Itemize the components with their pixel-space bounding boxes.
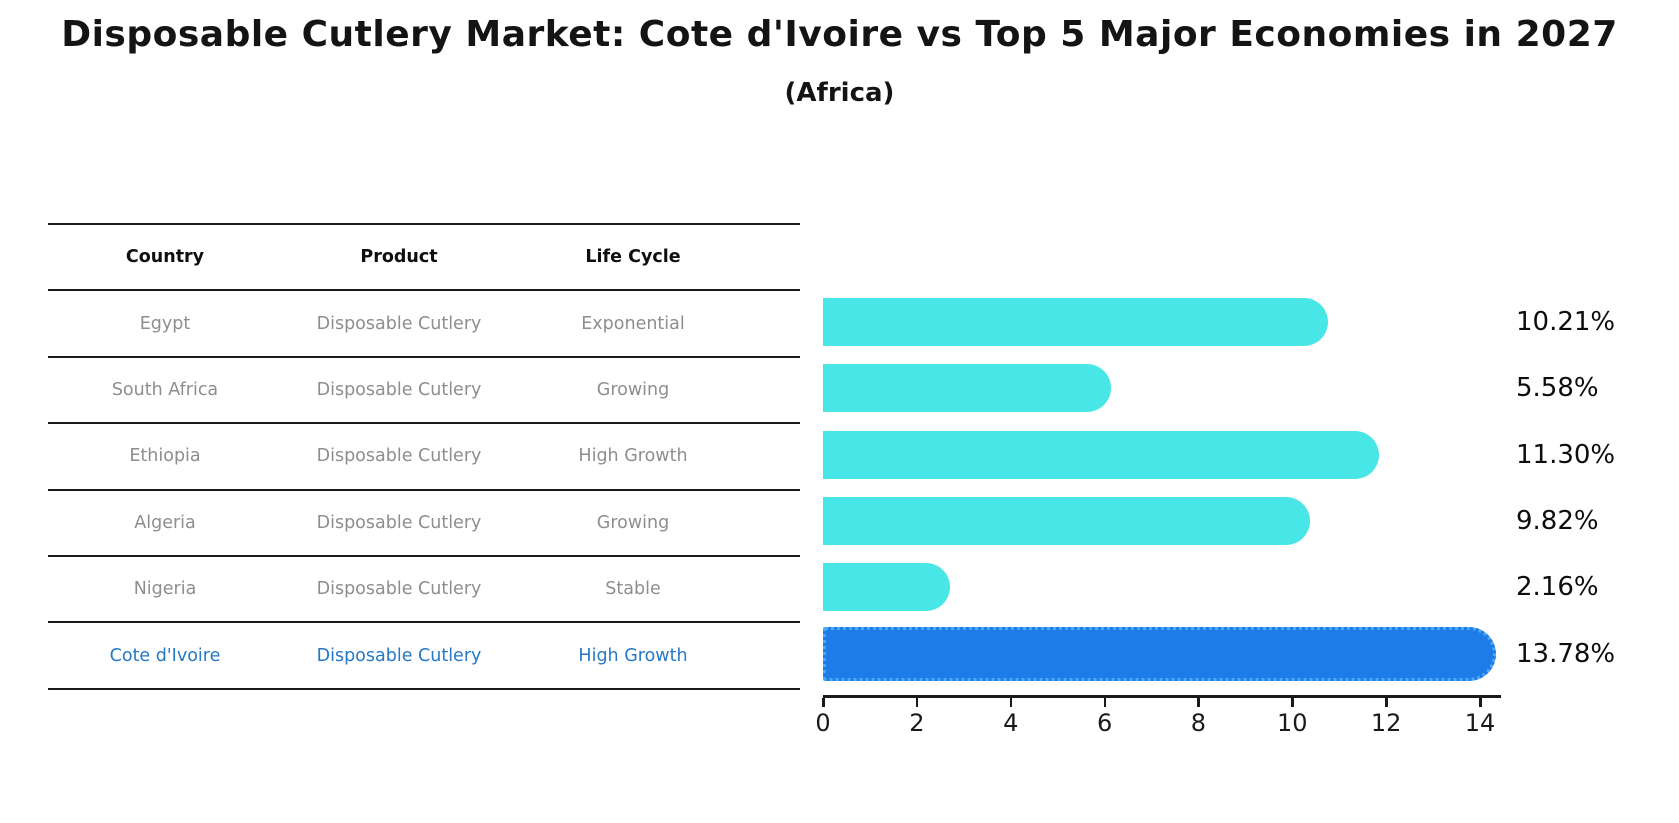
product-cell: Disposable Cutlery xyxy=(316,446,482,467)
table-row-nigeria: Nigeria Disposable Cutlery Stable xyxy=(48,554,800,621)
product-cell: Disposable Cutlery xyxy=(316,512,482,533)
bar-row-ethiopia xyxy=(823,430,1500,480)
life-cycle-cell: High Growth xyxy=(578,645,688,666)
bar-ethiopia xyxy=(823,431,1380,479)
value-label-nigeria: 2.16% xyxy=(1516,572,1599,602)
header-product: Product xyxy=(360,247,438,268)
x-axis-tick-label: 8 xyxy=(1190,709,1207,737)
country-cell: Egypt xyxy=(139,313,191,334)
x-axis-tick-label: 4 xyxy=(1003,709,1019,737)
country-cell: Cote d'Ivoire xyxy=(109,645,221,666)
product-cell: Disposable Cutlery xyxy=(316,313,482,334)
x-axis-tick xyxy=(1291,698,1294,707)
x-axis-tick xyxy=(1103,698,1107,707)
x-axis-line xyxy=(823,695,1501,698)
bar-row-egypt xyxy=(823,297,1500,347)
x-axis-tick-label: 6 xyxy=(1096,709,1113,737)
chart-title: Disposable Cutlery Market: Cote d'Ivoire… xyxy=(61,14,1618,55)
x-axis-tick-label: 14 xyxy=(1464,709,1496,737)
product-cell: Disposable Cutlery xyxy=(316,645,482,666)
x-axis-tick-label: 2 xyxy=(909,709,925,737)
value-label-egypt: 10.21% xyxy=(1516,307,1616,337)
value-label-algeria: 9.82% xyxy=(1516,506,1599,536)
bar-row-south-africa xyxy=(823,363,1500,413)
bar-algeria xyxy=(823,497,1310,545)
life-cycle-cell: Growing xyxy=(596,512,670,533)
value-label-ethiopia: 11.30% xyxy=(1516,440,1616,470)
country-cell: South Africa xyxy=(111,379,219,400)
bar-row-nigeria xyxy=(823,562,1500,612)
header-life-cycle: Life Cycle xyxy=(585,247,681,268)
bar-row-cote-divoire xyxy=(823,627,1500,681)
x-axis-tick xyxy=(1385,698,1388,707)
table-row-ethiopia: Ethiopia Disposable Cutlery High Growth xyxy=(48,422,800,488)
x-axis-tick-label: 10 xyxy=(1277,709,1308,737)
life-cycle-cell: High Growth xyxy=(578,446,688,467)
value-label-cote-divoire: 13.78% xyxy=(1516,639,1616,669)
product-cell: Disposable Cutlery xyxy=(316,579,482,600)
table-row-south-africa: South Africa Disposable Cutlery Growing xyxy=(48,355,800,422)
value-label-south-africa: 5.58% xyxy=(1516,373,1599,403)
x-axis-tick xyxy=(915,698,919,707)
product-cell: Disposable Cutlery xyxy=(316,379,482,400)
table-row-egypt: Egypt Disposable Cutlery Exponential xyxy=(48,289,800,355)
x-axis-tick-label: 0 xyxy=(815,709,831,737)
header-country: Country xyxy=(125,247,205,268)
x-axis-tick xyxy=(822,698,825,707)
x-axis-tick xyxy=(1479,698,1482,707)
bar-row-algeria xyxy=(823,496,1500,546)
country-cell: Ethiopia xyxy=(129,446,201,467)
bar-cote-divoire xyxy=(823,627,1496,681)
table-row-cote-divoire: Cote d'Ivoire Disposable Cutlery High Gr… xyxy=(48,621,800,687)
chart-subtitle: (Africa) xyxy=(784,78,895,108)
table-row-algeria: Algeria Disposable Cutlery Growing xyxy=(48,488,800,555)
bar-egypt xyxy=(823,298,1329,346)
country-cell: Nigeria xyxy=(133,579,197,600)
life-cycle-cell: Stable xyxy=(605,579,661,600)
life-cycle-cell: Exponential xyxy=(581,313,685,334)
bar-south-africa xyxy=(823,364,1111,412)
x-axis-tick-label: 12 xyxy=(1370,709,1402,737)
table-header-row: Country Product Life Cycle xyxy=(48,223,800,289)
x-axis-tick xyxy=(1009,698,1013,707)
country-cell: Algeria xyxy=(134,512,196,533)
x-axis-tick xyxy=(1197,698,1200,707)
country-table: Country Product Life Cycle Egypt Disposa… xyxy=(48,223,800,690)
bar-nigeria xyxy=(823,563,951,611)
life-cycle-cell: Growing xyxy=(596,379,670,400)
